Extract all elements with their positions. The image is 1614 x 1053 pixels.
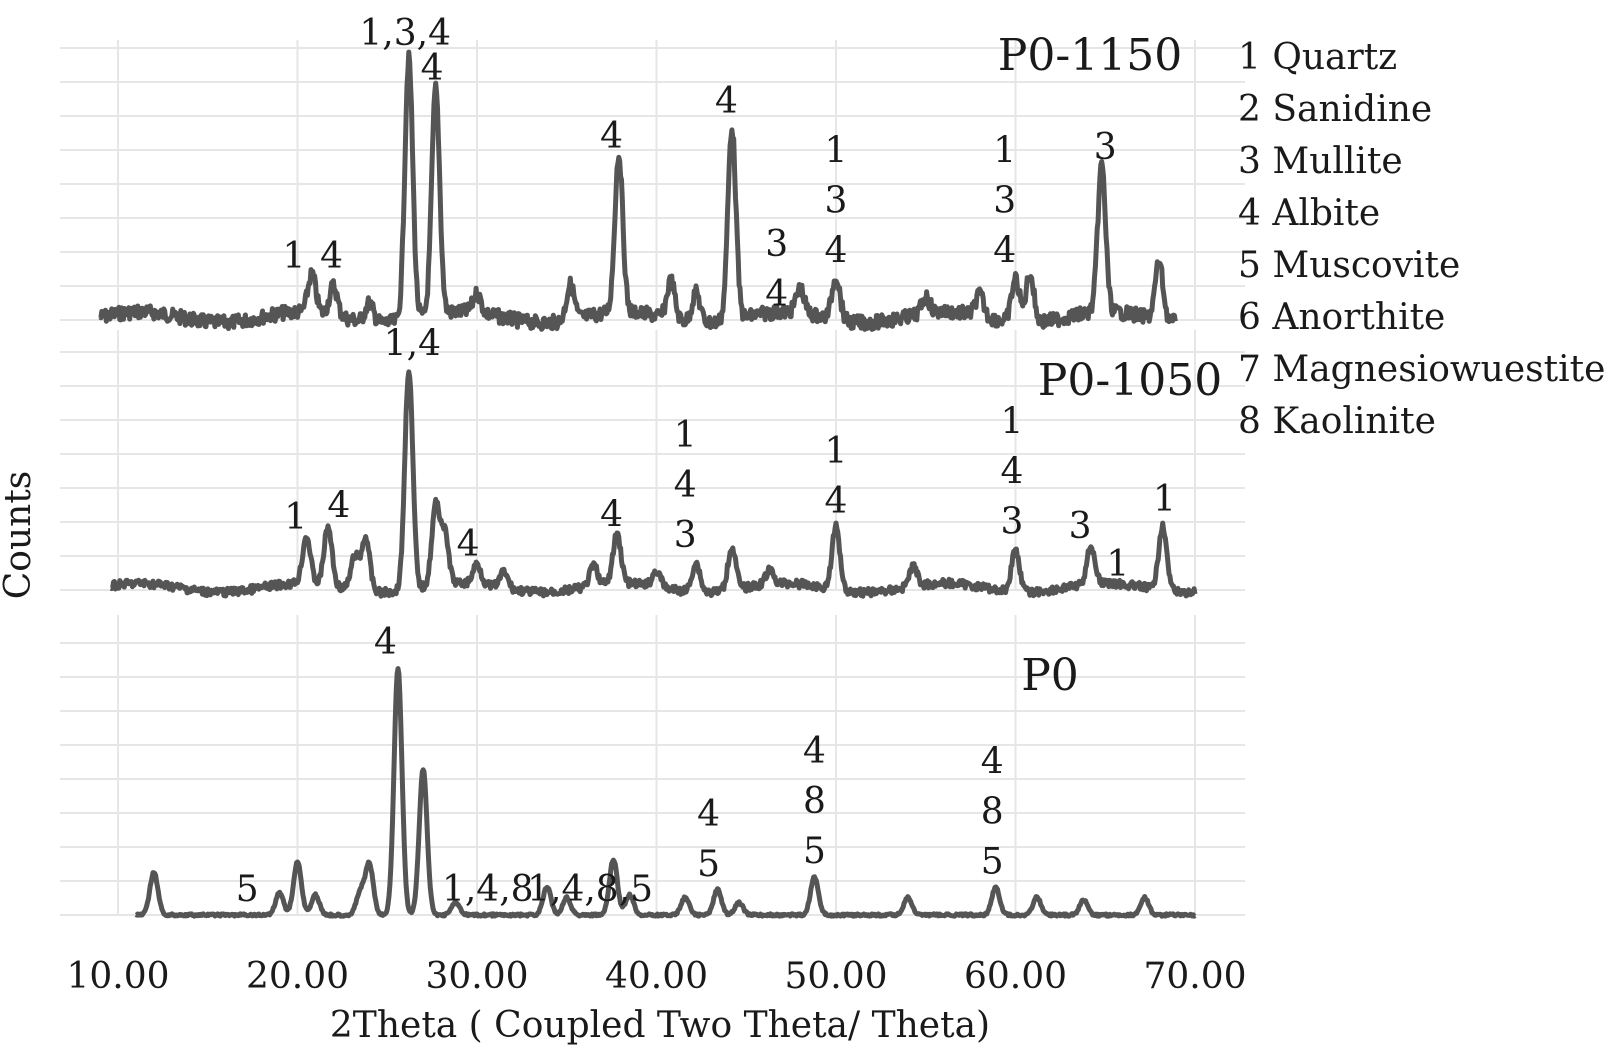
legend-item: 5 Muscovite [1238,245,1461,286]
peak-label: 4 [327,486,350,527]
peak-label: 4 [600,495,623,536]
x-tick-label: 70.00 [1143,956,1246,997]
peak-label: 8 [803,781,826,822]
peak-label: 1 [1000,401,1023,442]
peak-label: 4 [803,731,826,772]
x-tick-label: 20.00 [246,956,349,997]
peak-label: 1,4,8,5 [527,869,653,910]
peak-label: 5 [236,869,259,910]
legend-item: 1 Quartz [1238,37,1398,78]
peak-label: 4 [697,794,720,835]
peak-label: 4 [1000,451,1023,492]
series-line [134,666,1197,919]
peak-label: 4 [674,465,697,506]
peak-label: 4 [765,274,788,315]
x-tick-label: 40.00 [605,956,708,997]
peak-label: 4 [374,622,397,663]
peak-label: 4 [457,524,480,565]
peak-label: 5 [697,844,720,885]
series-line [98,49,1178,332]
x-tick-label: 60.00 [964,956,1067,997]
peak-label: 1 [674,415,697,456]
legend-item: 4 Albite [1238,193,1381,234]
peak-label: 1 [993,130,1016,171]
legend-item: 3 Mullite [1238,141,1403,182]
peak-label: 3 [1069,506,1092,547]
legend-item: 8 Kaolinite [1238,401,1436,442]
series-title: P0 [1021,650,1079,701]
x-tick-label: 30.00 [425,956,528,997]
peak-label: 1 [1106,544,1129,585]
peak-label: 3 [1094,127,1117,168]
peak-label: 1 [825,130,848,171]
peak-label: 5 [803,831,826,872]
peak-label: 1,3,4 [359,13,451,54]
peak-label: 4 [993,230,1016,271]
x-tick-label: 10.00 [66,956,169,997]
peak-label: 1,4 [384,324,441,365]
legend-item: 6 Anorthite [1238,297,1446,338]
chart-legend: 1 Quartz 2 Sanidine 3 Mullite 4 Albite 5… [1238,32,1605,448]
peak-label: 4 [421,48,444,89]
peak-label: 5 [981,841,1004,882]
peak-label: 3 [1000,501,1023,542]
series-title: P0-1050 [1038,355,1222,406]
peak-label: 1,4,8 [442,869,534,910]
peak-label: 1 [284,497,307,538]
peak-label: 1 [825,431,848,472]
peak-label: 4 [715,81,738,122]
x-tick-label: 50.00 [784,956,887,997]
peak-label: 1 [1153,479,1176,520]
peak-label: 4 [825,230,848,271]
peak-label: 1 [282,236,305,277]
peak-label: 3 [674,515,697,556]
peak-label: 4 [600,116,623,157]
legend-item: 7 Magnesiowuestite [1238,349,1606,390]
legend-item: 2 Sanidine [1238,89,1433,130]
peak-label: 8 [981,791,1004,832]
series-title: P0-1150 [998,30,1182,81]
peak-label: 3 [825,180,848,221]
peak-label: 4 [320,236,343,277]
peak-label: 3 [765,224,788,265]
series-line [109,369,1198,599]
peak-label: 4 [825,481,848,522]
x-axis-ticks: 10.00 20.00 30.00 40.00 50.00 60.00 70.00 [66,956,1246,997]
panel-p0: 5 4 1,4,81,4,8,5 4 5 4 8 5 4 8 5 P0 [60,615,1245,919]
peak-label: 4 [981,741,1004,782]
peak-label: 3 [993,180,1016,221]
y-axis-label: Counts [0,471,39,600]
x-axis-label: 2Theta ( Coupled Two Theta/ Theta) [330,1005,990,1046]
